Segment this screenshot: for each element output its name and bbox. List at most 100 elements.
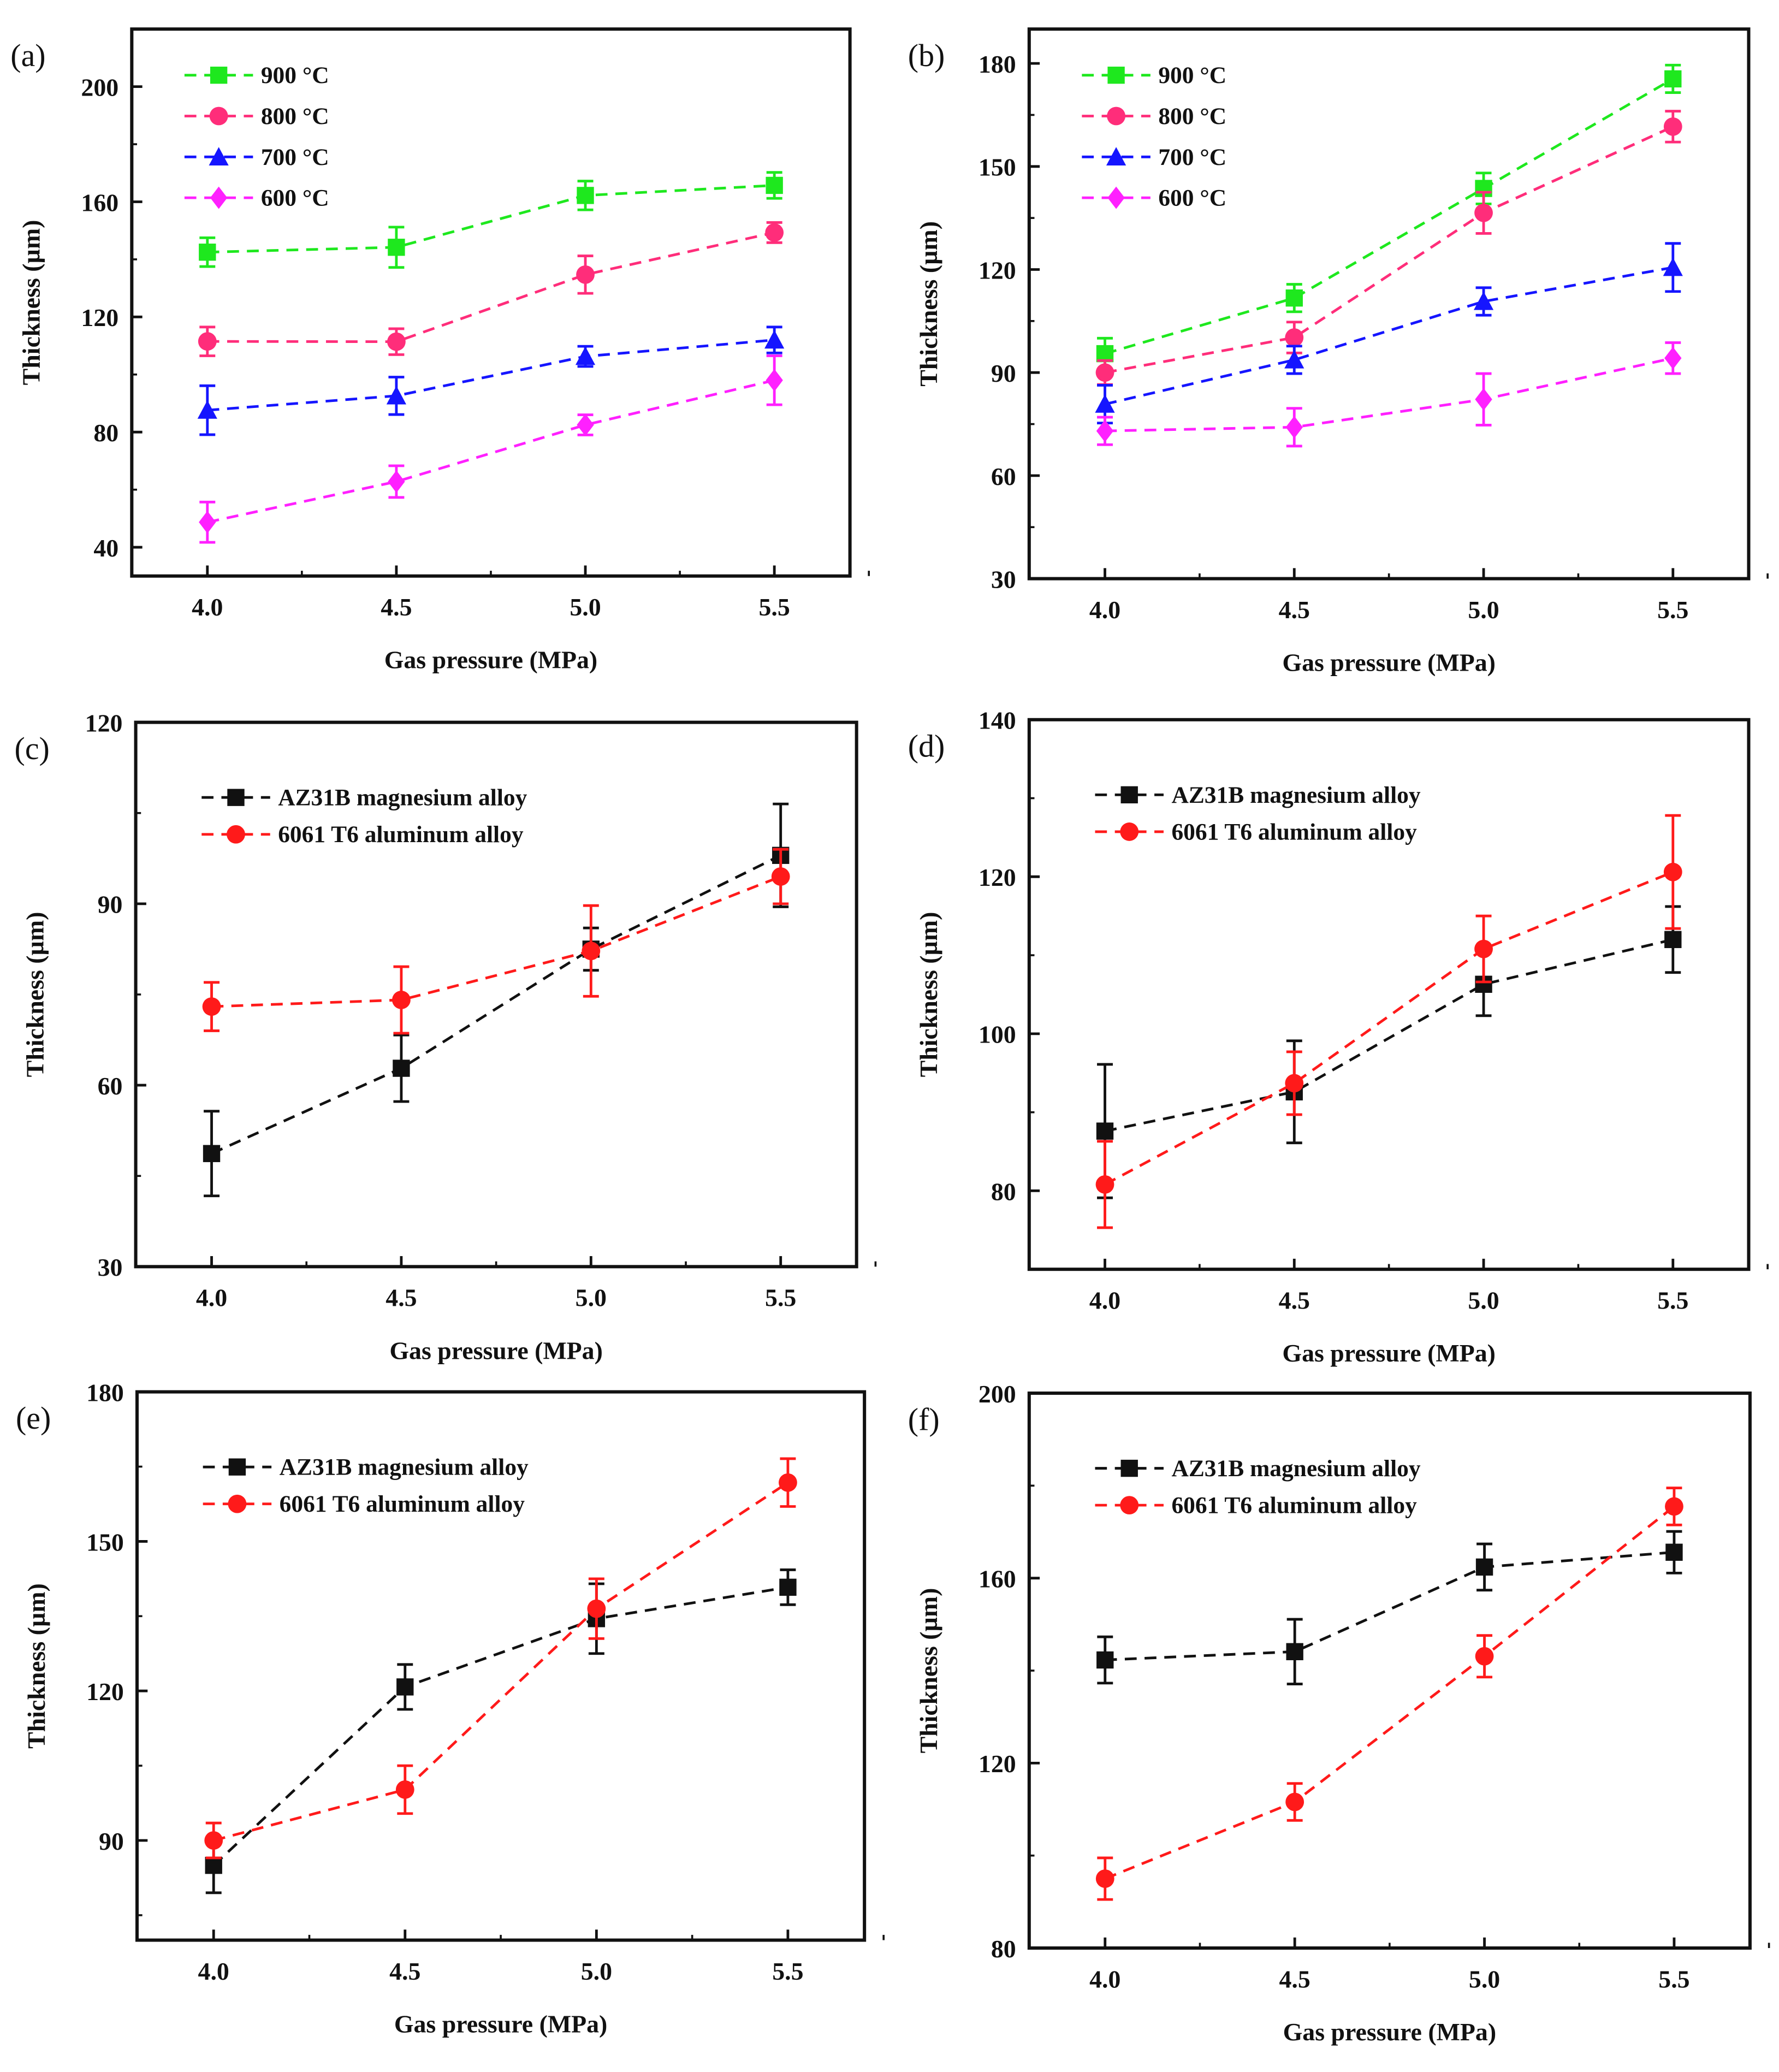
series-line: [1104, 78, 1674, 355]
legend-marker: [1120, 786, 1138, 804]
legend-entry: 6061 T6 aluminum alloy: [1095, 819, 1417, 845]
data-point: [1285, 1792, 1304, 1811]
series-line: [212, 1585, 788, 1867]
data-point: [1663, 117, 1682, 136]
x-tick-label: 5.0: [1469, 1965, 1500, 1993]
series-line: [1105, 938, 1674, 1133]
legend-entry: 600 °C: [1082, 185, 1226, 211]
data-point: [577, 413, 594, 436]
series-line: [1104, 266, 1674, 406]
data-point: [1663, 257, 1683, 276]
data-point: [396, 1678, 414, 1696]
data-point: [203, 1145, 221, 1162]
y-tick-label: 40: [93, 534, 118, 562]
y-tick-label: 120: [979, 1750, 1016, 1778]
panel-label: (e): [16, 1400, 51, 1436]
legend-label: 900 °C: [1158, 62, 1226, 88]
legend-entry: 900 °C: [184, 62, 329, 88]
data-point: [765, 223, 784, 242]
series-700-c: [1095, 242, 1683, 425]
y-tick-label: 90: [99, 1827, 124, 1855]
legend-entry: 700 °C: [1082, 144, 1226, 170]
panel-a: (a) 4.0 4.5 5.0 5.5 40 80 120 160 200 Gas pressure…: [10, 27, 870, 674]
data-point: [198, 332, 217, 351]
x-tick-label: 5.5: [1658, 1965, 1689, 1993]
y-axis-label: Thickness (µm): [915, 1588, 942, 1754]
panel-label: (c): [15, 731, 50, 766]
data-point: [197, 400, 217, 419]
x-tick-label: 4.5: [389, 1957, 420, 1985]
data-point: [1475, 1647, 1494, 1666]
legend-label: 600 °C: [261, 185, 329, 211]
legend-label: 900 °C: [261, 62, 329, 88]
y-tick-label: 200: [81, 74, 118, 102]
legend-marker: [1106, 147, 1126, 165]
series-line: [1105, 125, 1674, 374]
data-point: [771, 867, 790, 886]
y-tick-label: 120: [85, 709, 123, 737]
legend-label: 800 °C: [1158, 103, 1226, 129]
data-point: [1095, 394, 1115, 413]
series-600-c: [199, 354, 783, 544]
data-point: [1284, 350, 1304, 369]
series-line: [1105, 357, 1674, 433]
data-point: [779, 1473, 797, 1492]
y-tick-label: 150: [979, 153, 1016, 181]
series-az31b-magnesium-alloy: [203, 802, 790, 1198]
legend-marker: [209, 147, 229, 165]
series-700-c: [197, 325, 785, 436]
x-axis-label: Gas pressure (MPa): [1282, 1339, 1495, 1367]
x-tick-label: 4.0: [1089, 1287, 1120, 1315]
series-line: [213, 1481, 789, 1842]
data-point: [395, 1780, 414, 1799]
legend-entry: 800 °C: [1082, 103, 1226, 129]
x-tick-label: 5.5: [772, 1957, 803, 1985]
data-point: [779, 1578, 797, 1596]
legend-marker: [1107, 106, 1125, 126]
legend-marker: [209, 106, 228, 126]
data-point: [392, 991, 411, 1009]
data-point: [199, 244, 216, 261]
panel-label: (d): [908, 728, 945, 763]
y-tick-label: 120: [86, 1678, 124, 1706]
x-axis-label: Gas pressure (MPa): [389, 1336, 602, 1364]
legend-marker: [1120, 822, 1139, 841]
data-point: [1095, 363, 1114, 382]
series-6061-t6-aluminum-alloy: [1095, 1487, 1683, 1901]
legend-marker: [210, 186, 228, 209]
legend-label: 700 °C: [261, 144, 329, 170]
data-point: [577, 187, 594, 204]
legend-label: 700 °C: [1158, 144, 1226, 170]
y-axis-label: Thickness (µm): [915, 221, 942, 387]
legend-label: AZ31B magnesium alloy: [1171, 782, 1420, 808]
data-point: [1285, 289, 1303, 307]
data-point: [587, 1599, 606, 1618]
series-6061-t6-aluminum-alloy: [202, 848, 790, 1035]
series-line: [1104, 871, 1674, 1186]
y-axis-label: Thickness (µm): [17, 220, 45, 386]
x-tick-label: 5.0: [1468, 1287, 1499, 1315]
data-point: [1473, 291, 1494, 310]
series-line: [207, 339, 775, 412]
data-point: [205, 1856, 222, 1874]
data-point: [386, 386, 407, 405]
data-point: [1475, 388, 1492, 411]
series-line: [1105, 1550, 1675, 1661]
x-tick-label: 4.0: [1089, 596, 1120, 624]
series-600-c: [1096, 341, 1682, 448]
legend-marker: [227, 825, 245, 844]
series-line: [1104, 1505, 1675, 1880]
series-6061-t6-aluminum-alloy: [1095, 814, 1682, 1229]
data-point: [387, 332, 406, 351]
x-tick-label: 5.0: [1468, 596, 1499, 624]
data-point: [202, 997, 221, 1016]
x-tick-label: 5.0: [570, 593, 601, 621]
data-point: [388, 239, 405, 256]
y-tick-label: 60: [98, 1072, 123, 1100]
x-axis-label: Gas pressure (MPa): [1282, 649, 1495, 677]
legend-marker: [1120, 1496, 1139, 1515]
y-axis-label: Thickness (µm): [915, 912, 942, 1078]
legend-label: 6061 T6 aluminum alloy: [278, 821, 524, 848]
panel-e: (e) 4.0 4.5 5.0 5.5 90 120 150 180 Gas pressure (…: [16, 1378, 885, 2038]
y-tick-label: 80: [93, 419, 118, 447]
